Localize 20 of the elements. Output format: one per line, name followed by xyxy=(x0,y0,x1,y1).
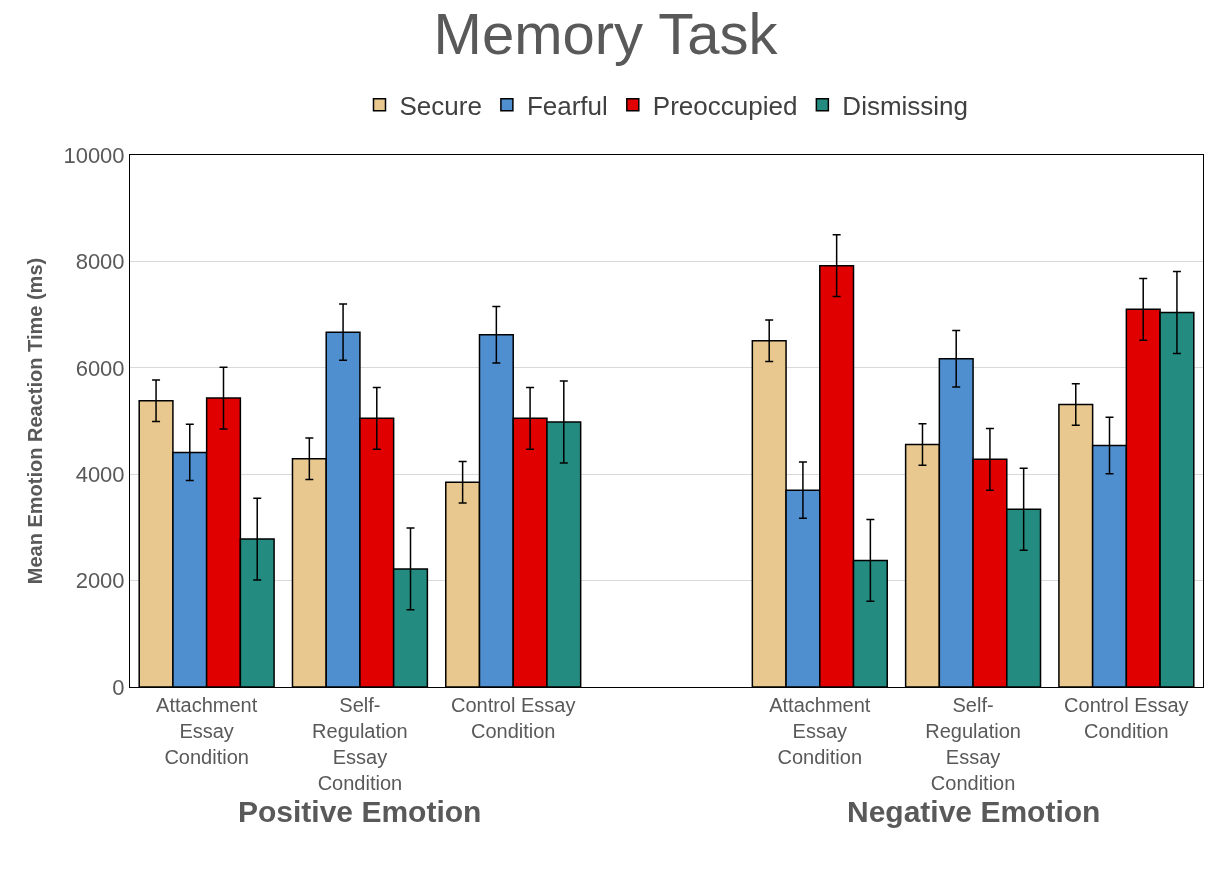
text: Negative Emotion xyxy=(847,795,1101,828)
y-tick-label: 10000 xyxy=(63,142,125,168)
y-tick-label: 2000 xyxy=(75,568,125,594)
text: Positive Emotion xyxy=(238,795,482,828)
y-tick-label: 4000 xyxy=(75,461,125,487)
x-tick-label: Self-Regulation Essay Condition xyxy=(312,694,408,794)
y-tick-label: 0 xyxy=(112,674,125,700)
x-tick-label: Control Essay Condition xyxy=(1064,694,1189,742)
x-tick-label: Attachment Essay Condition xyxy=(769,694,871,768)
x-tick-label: Control Essay Condition xyxy=(450,694,576,742)
chart-title: Memory Task xyxy=(433,0,779,66)
legend-label: Secure xyxy=(399,90,482,121)
legend-label: Fearful xyxy=(526,90,608,121)
y-tick-label: 6000 xyxy=(75,355,125,381)
y-axis-title: Mean Emotion Reaction Time (ms) xyxy=(23,257,46,585)
legend-label: Dismissing xyxy=(842,90,969,121)
y-tick-label: 8000 xyxy=(75,249,125,275)
x-tick-label: Self-Regulation Essay Condition xyxy=(925,694,1021,794)
legend-label: Preoccupied xyxy=(652,90,798,121)
x-tick-label: Attachment Essay Condition xyxy=(156,694,258,768)
